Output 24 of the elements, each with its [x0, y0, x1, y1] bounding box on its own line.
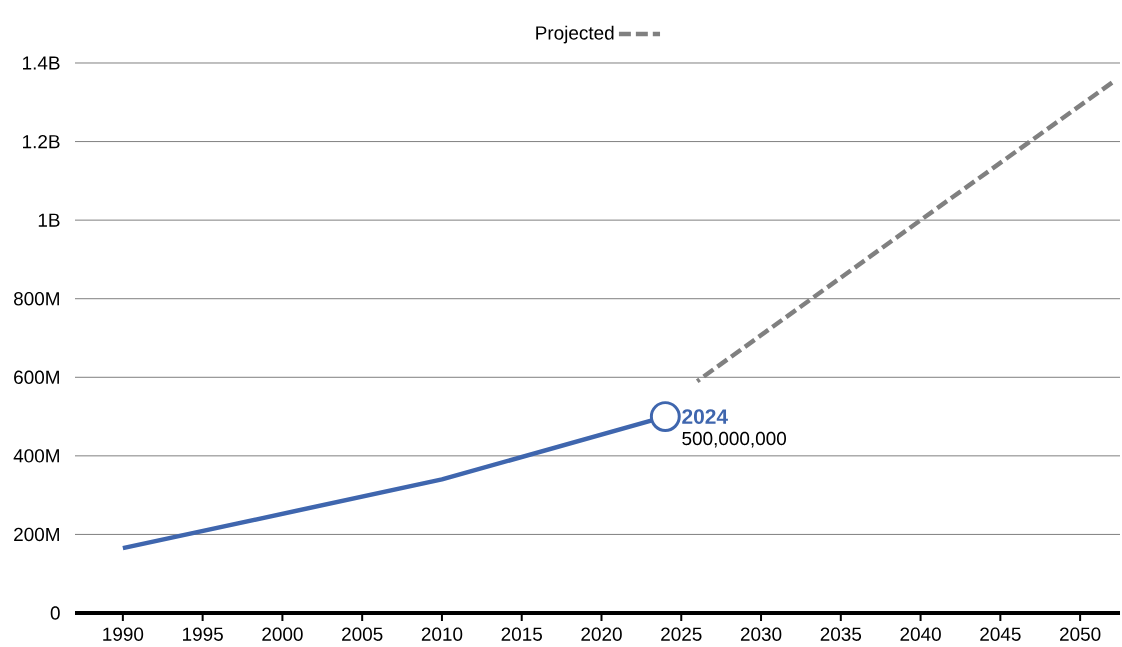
x-tick-label: 2005 [342, 627, 383, 641]
x-tick-label: 2010 [421, 627, 463, 641]
x-tick-label: 1995 [183, 627, 223, 641]
x-tick-label: 2020 [581, 627, 622, 641]
x-tick-label: 2040 [900, 627, 941, 641]
y-tick-label: 1.2B [23, 134, 60, 149]
y-tick-label: 0 [50, 606, 60, 620]
annotation: 2024 [682, 409, 728, 424]
x-tick-label: 2015 [501, 627, 542, 641]
y-tick-label: 1B [38, 213, 60, 227]
x-tick-label: 2030 [740, 627, 782, 641]
y-tick-label: 600M [14, 370, 59, 384]
x-tick-label: 2035 [820, 627, 862, 641]
y-tick-label: 1.4B [23, 56, 60, 70]
x-tick-label: 2025 [661, 627, 702, 641]
x-tick-label: 2045 [980, 627, 1021, 641]
x-tick-label: 2050 [1060, 627, 1101, 641]
x-tick-label: 2000 [262, 627, 303, 641]
y-tick-label: 800M [14, 292, 59, 306]
legend-label: Projected [536, 25, 614, 44]
y-tick-label: 400M [13, 449, 59, 463]
x-tick-label: 1990 [103, 627, 144, 641]
y-tick-label: 200M [14, 527, 59, 542]
data-label: 500,000,000 [682, 431, 787, 448]
